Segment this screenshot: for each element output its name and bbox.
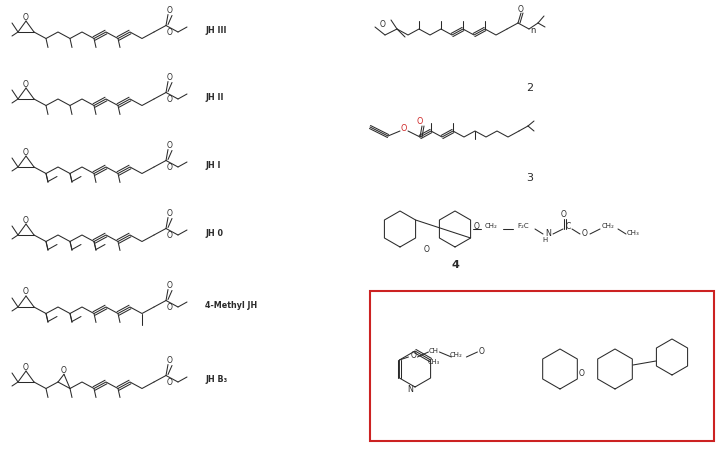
- Text: N: N: [545, 228, 551, 237]
- Text: O: O: [478, 346, 485, 355]
- Text: CH₂: CH₂: [450, 351, 463, 357]
- Text: F₂C: F₂C: [517, 222, 529, 228]
- Text: n: n: [531, 25, 536, 35]
- Text: JH II: JH II: [205, 92, 224, 101]
- Text: O: O: [167, 28, 173, 37]
- Text: CH₃: CH₃: [627, 229, 640, 236]
- Text: O: O: [167, 231, 173, 240]
- Text: CH₂: CH₂: [602, 222, 614, 228]
- Text: O: O: [417, 116, 423, 125]
- Text: JH III: JH III: [205, 25, 227, 35]
- Text: O: O: [167, 6, 173, 15]
- Text: O: O: [167, 377, 173, 386]
- Text: 2: 2: [526, 83, 533, 93]
- Text: O: O: [518, 5, 524, 14]
- Bar: [370, 291, 714, 441]
- Text: O: O: [167, 163, 173, 172]
- Text: O: O: [23, 147, 29, 156]
- Text: C: C: [566, 221, 571, 230]
- Text: JH I: JH I: [205, 160, 221, 169]
- Text: O: O: [167, 73, 173, 82]
- Text: O: O: [167, 208, 173, 217]
- Text: O: O: [23, 362, 29, 371]
- Text: H: H: [542, 237, 548, 243]
- Text: O: O: [561, 209, 567, 218]
- Text: CH: CH: [429, 347, 438, 353]
- Text: 4-Methyl JH: 4-Methyl JH: [205, 300, 257, 309]
- Text: N: N: [407, 384, 413, 393]
- Text: O: O: [167, 141, 173, 150]
- Text: O: O: [61, 365, 67, 374]
- Text: O: O: [410, 350, 417, 359]
- Text: 4: 4: [451, 259, 459, 269]
- Text: O: O: [167, 280, 173, 289]
- Text: JH 0: JH 0: [205, 228, 223, 237]
- Text: O: O: [582, 228, 588, 237]
- Text: CH₃: CH₃: [427, 358, 440, 364]
- Text: 3: 3: [526, 172, 533, 182]
- Text: JH B₃: JH B₃: [205, 374, 227, 384]
- Text: O: O: [167, 303, 173, 312]
- Text: O: O: [23, 79, 29, 88]
- Text: O: O: [23, 12, 29, 21]
- Text: O: O: [401, 123, 407, 132]
- Text: O: O: [23, 287, 29, 296]
- Text: O: O: [167, 95, 173, 104]
- Text: O: O: [474, 221, 480, 230]
- Text: O: O: [167, 355, 173, 364]
- Text: O: O: [424, 245, 430, 254]
- Text: O: O: [23, 215, 29, 224]
- Text: CH₂: CH₂: [485, 222, 498, 228]
- Text: O: O: [380, 20, 386, 29]
- Text: O: O: [579, 369, 585, 378]
